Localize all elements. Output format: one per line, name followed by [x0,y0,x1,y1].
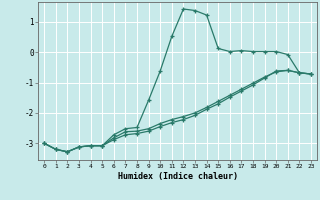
X-axis label: Humidex (Indice chaleur): Humidex (Indice chaleur) [118,172,238,181]
